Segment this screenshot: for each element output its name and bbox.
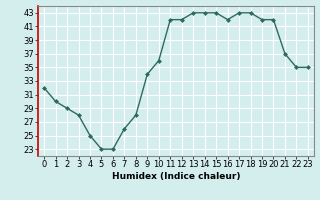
X-axis label: Humidex (Indice chaleur): Humidex (Indice chaleur): [112, 172, 240, 181]
